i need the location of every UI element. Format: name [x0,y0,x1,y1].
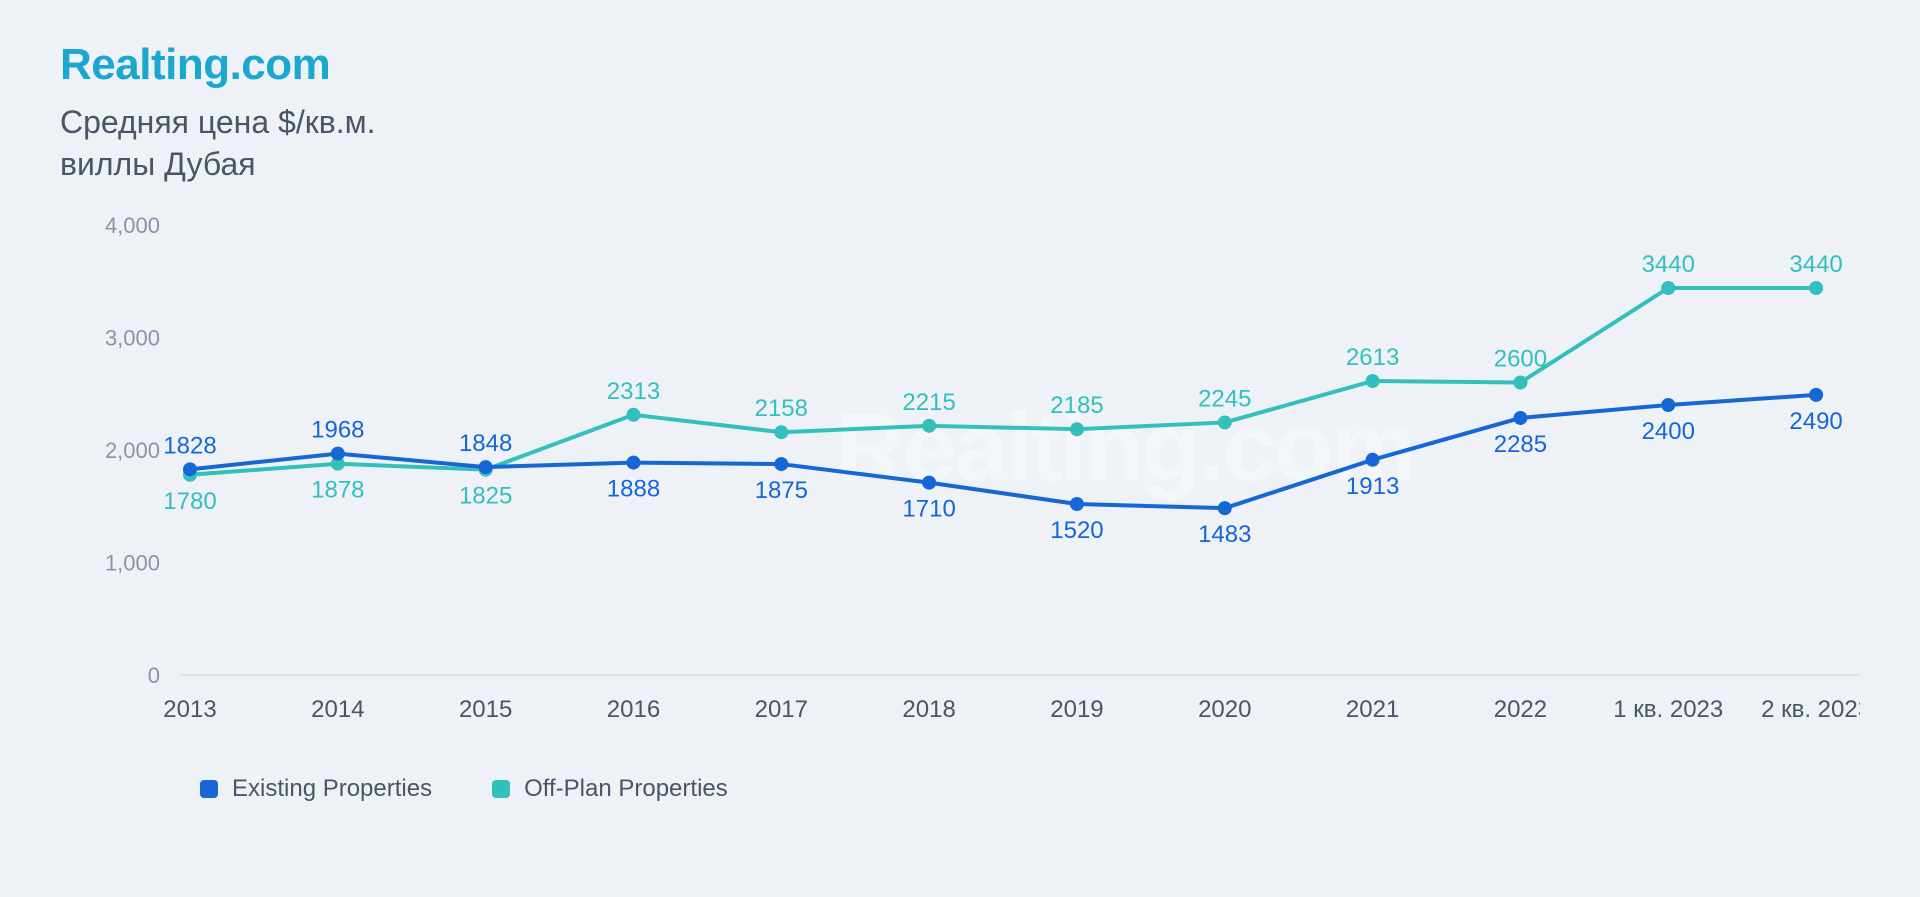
data-label: 2613 [1346,344,1399,371]
data-label: 2185 [1050,392,1103,419]
chart-container: Realting.com Средняя цена $/кв.м. виллы … [0,0,1920,897]
series-marker [1218,416,1232,430]
series-marker [1513,411,1527,425]
data-label: 1825 [459,483,512,510]
x-tick-label: 2019 [1050,696,1103,723]
series-marker [626,408,640,422]
x-tick-label: 2021 [1346,696,1399,723]
title-line-1: Средняя цена $/кв.м. [60,104,375,140]
series-marker [1218,501,1232,515]
series-marker [1513,376,1527,390]
series-marker [1809,388,1823,402]
line-chart-svg: Realting.com01,0002,0003,0004,0002013201… [60,205,1860,765]
data-label: 2245 [1198,386,1251,413]
x-tick-label: 1 кв. 2023 [1613,696,1723,723]
data-label: 1710 [902,496,955,523]
legend-label: Off-Plan Properties [524,775,728,803]
y-tick-label: 0 [148,663,160,688]
x-tick-label: 2 кв. 2023 [1761,696,1860,723]
series-marker [1070,497,1084,511]
data-label: 2400 [1642,418,1695,445]
data-label: 2313 [607,378,660,405]
x-tick-label: 2017 [755,696,808,723]
y-tick-label: 2,000 [105,438,160,463]
x-tick-label: 2013 [163,696,216,723]
chart-legend: Existing Properties Off-Plan Properties [200,775,1860,803]
data-label: 2490 [1789,408,1842,435]
series-marker [331,447,345,461]
x-tick-label: 2015 [459,696,512,723]
series-marker [479,460,493,474]
series-marker [626,456,640,470]
x-tick-label: 2018 [902,696,955,723]
data-label: 1875 [755,477,808,504]
series-marker [774,457,788,471]
data-label: 1483 [1198,521,1251,548]
series-marker [922,419,936,433]
x-tick-label: 2022 [1494,696,1547,723]
chart-title: Средняя цена $/кв.м. виллы Дубая [60,102,1860,185]
series-marker [1661,398,1675,412]
series-marker [1366,453,1380,467]
legend-swatch [492,780,510,798]
data-label: 2600 [1494,346,1547,373]
series-marker [1661,281,1675,295]
data-label: 1520 [1050,517,1103,544]
data-label: 1888 [607,476,660,503]
series-marker [774,425,788,439]
y-tick-label: 4,000 [105,213,160,238]
brand-logo: Realting.com [60,40,1860,90]
data-label: 1780 [163,488,216,515]
legend-item: Existing Properties [200,775,432,803]
y-tick-label: 3,000 [105,326,160,351]
title-line-2: виллы Дубая [60,146,256,182]
chart-area: Realting.com01,0002,0003,0004,0002013201… [60,205,1860,765]
data-label: 2158 [755,395,808,422]
x-tick-label: 2020 [1198,696,1251,723]
legend-item: Off-Plan Properties [492,775,728,803]
data-label: 1828 [163,433,216,460]
series-marker [922,476,936,490]
y-tick-label: 1,000 [105,551,160,576]
data-label: 2285 [1494,431,1547,458]
series-marker [1070,422,1084,436]
data-label: 3440 [1642,251,1695,278]
x-tick-label: 2016 [607,696,660,723]
data-label: 1913 [1346,473,1399,500]
series-marker [183,463,197,477]
x-tick-label: 2014 [311,696,364,723]
legend-label: Existing Properties [232,775,432,803]
legend-swatch [200,780,218,798]
data-label: 3440 [1789,251,1842,278]
series-marker [1366,374,1380,388]
data-label: 1878 [311,477,364,504]
data-label: 1848 [459,430,512,457]
data-label: 1968 [311,417,364,444]
data-label: 2215 [902,389,955,416]
series-marker [1809,281,1823,295]
